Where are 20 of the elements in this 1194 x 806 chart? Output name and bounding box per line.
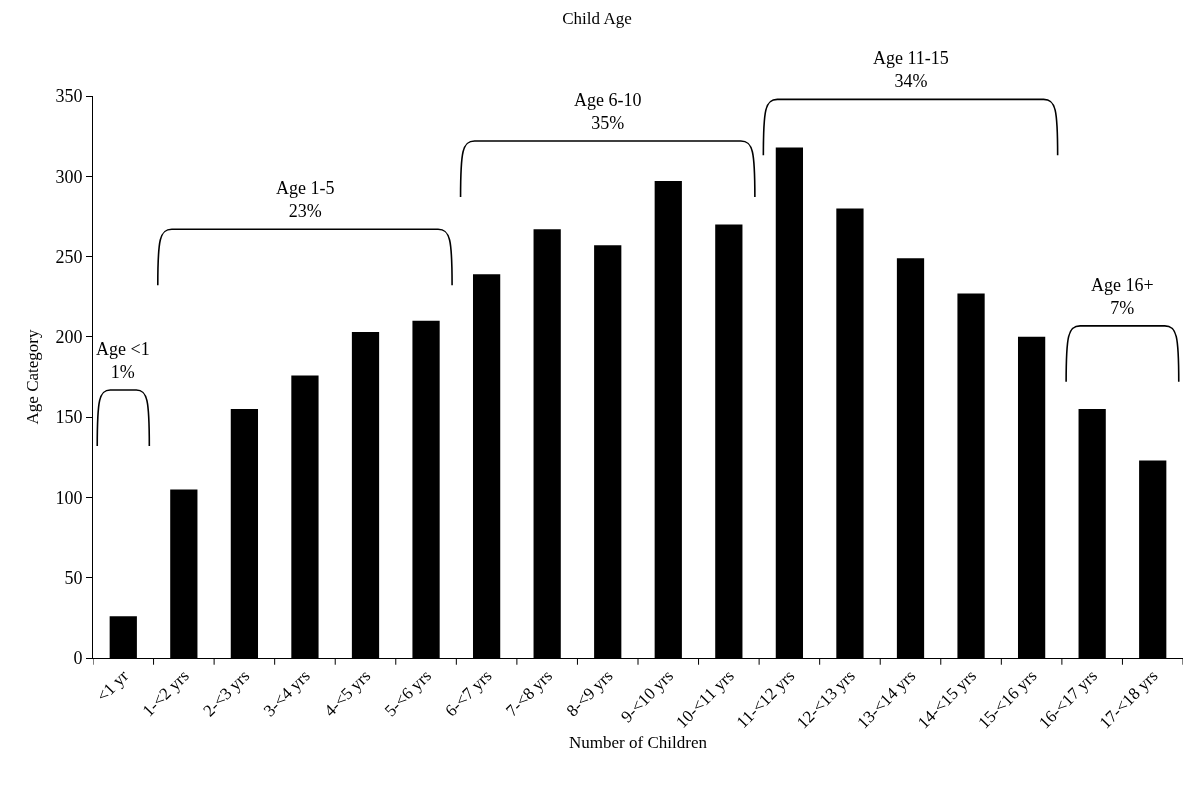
y-tick-label: 250 bbox=[55, 246, 83, 267]
y-tick-label: 100 bbox=[55, 487, 83, 508]
y-axis-title: Age Category bbox=[22, 329, 42, 425]
annotation: Age 6-10 35% bbox=[574, 90, 642, 134]
y-tick-label: 0 bbox=[73, 648, 83, 669]
y-tick-label: 150 bbox=[55, 407, 83, 428]
x-tick-label: <1 yr bbox=[92, 666, 133, 706]
y-tick-label: 300 bbox=[55, 166, 83, 187]
x-tick-label: 7-<8 yrs bbox=[502, 666, 557, 721]
y-tick-label: 200 bbox=[55, 327, 83, 348]
y-tick-label: 350 bbox=[55, 86, 83, 107]
annotation: Age 16+ 7% bbox=[1091, 275, 1154, 319]
x-tick-label: 8-<9 yrs bbox=[562, 666, 617, 721]
y-tick-label: 50 bbox=[64, 568, 83, 589]
chart-title: Child Age bbox=[562, 8, 632, 28]
annotation: Age 1-5 23% bbox=[276, 178, 335, 222]
x-tick-label: 4-<5 yrs bbox=[320, 666, 375, 721]
text: Age 11-15 34% bbox=[873, 48, 949, 92]
x-axis-title: Number of Children bbox=[569, 732, 708, 752]
annotation: Age <1 1% bbox=[96, 339, 150, 383]
